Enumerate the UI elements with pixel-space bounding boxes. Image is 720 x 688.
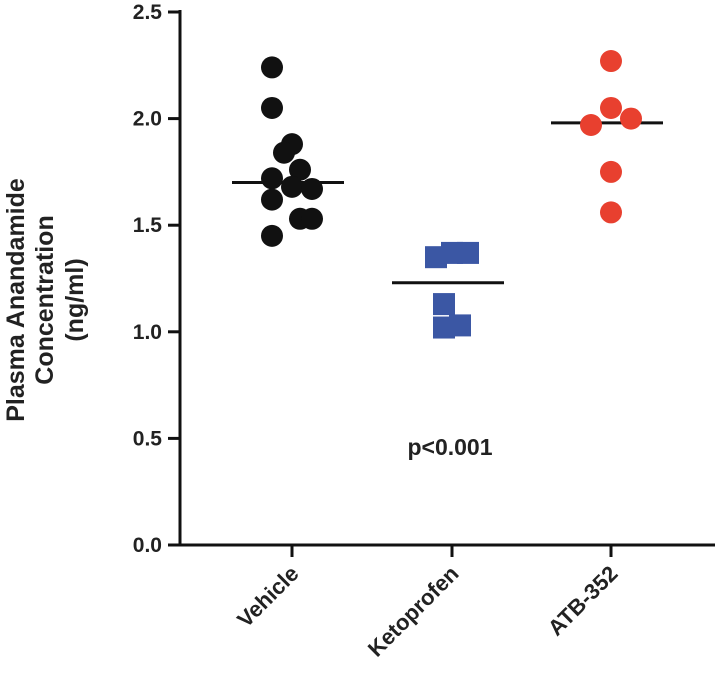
y-tick-label: 1.0 — [133, 321, 162, 344]
data-point-circle — [580, 113, 602, 136]
y-tick-label: 2.0 — [133, 108, 162, 131]
data-point-circle — [281, 175, 303, 198]
data-point-circle — [600, 201, 622, 224]
y-axis-title: Plasma Anandamide Concentration (ng/ml) — [2, 178, 89, 422]
axes: 0.0 0.5 1.0 1.5 2.0 2.5 Vehicle Ketoprofen ATB-3… — [133, 1, 715, 661]
y-axis-title-line-3: (ng/ml) — [61, 258, 89, 341]
x-category-label: Vehicle — [232, 561, 303, 632]
data-point-circle — [600, 50, 622, 73]
y-tick-label: 0.0 — [133, 534, 162, 557]
data-point-circle — [620, 107, 642, 130]
data-point-circle — [261, 224, 283, 247]
p-value-annotation: p<0.001 — [407, 434, 492, 460]
data-point-square — [449, 314, 471, 337]
data-point-circle — [301, 177, 323, 200]
y-tick-label: 2.5 — [133, 1, 163, 24]
data-points — [232, 50, 663, 339]
x-category-label: Ketoprofen — [363, 561, 464, 662]
y-tick-label: 0.5 — [133, 427, 163, 450]
data-point-square — [457, 241, 479, 264]
data-point-circle — [261, 188, 283, 211]
data-point-circle — [600, 96, 622, 119]
y-axis-title-line-1: Plasma Anandamide — [2, 178, 30, 422]
x-category-label: ATB-352 — [543, 561, 623, 641]
data-point-circle — [289, 158, 311, 181]
data-point-circle — [261, 96, 283, 119]
y-tick-label: 1.5 — [133, 214, 163, 237]
data-point-circle — [261, 167, 283, 190]
data-point-square — [433, 293, 455, 316]
data-point-circle — [273, 141, 295, 164]
data-point-circle — [301, 207, 323, 230]
y-axis-title-line-2: Concentration — [31, 215, 59, 384]
data-point-circle — [600, 160, 622, 183]
data-point-circle — [261, 56, 283, 79]
